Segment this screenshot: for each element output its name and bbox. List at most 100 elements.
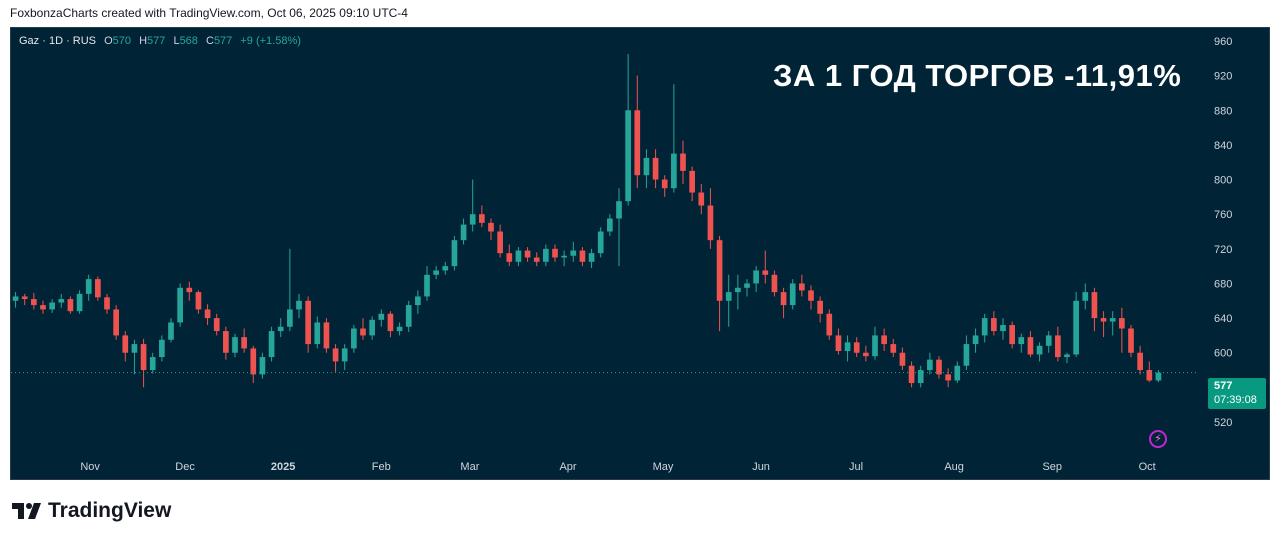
y-tick-label: 760 (1214, 209, 1232, 221)
candle-body (927, 359, 933, 371)
candle-body (1036, 345, 1043, 355)
bar-countdown: 07:39:08 (1214, 394, 1257, 406)
y-tick-label: 640 (1214, 313, 1232, 325)
candle-body (780, 292, 787, 306)
candle-body (497, 231, 503, 254)
candle-body (1137, 352, 1143, 371)
candle-body (661, 179, 668, 189)
x-tick-label: May (653, 461, 674, 473)
candle-body (917, 370, 924, 384)
candle-body (1073, 300, 1079, 355)
candle-body (424, 274, 430, 297)
candle-body (12, 296, 19, 301)
candle-body (341, 348, 348, 362)
y-tick-label: 800 (1214, 175, 1232, 187)
x-tick-label: Mar (460, 461, 479, 473)
candle-body (652, 157, 659, 180)
candle-body (707, 205, 714, 241)
symbol-legend: Gaz · 1D · RUS O570 H577 L568 C577 +9 (+… (19, 35, 301, 47)
candle-body (442, 266, 449, 271)
y-tick-label: 600 (1214, 348, 1232, 360)
candle-body (853, 342, 860, 353)
candle-body (95, 279, 101, 298)
candle-body (488, 222, 494, 232)
candle-body (643, 157, 650, 176)
candle-body (826, 313, 833, 336)
close-label: C (205, 35, 214, 47)
last-price-badge: 577 07:39:08 (1208, 378, 1266, 409)
candle-body (634, 110, 641, 176)
candle-body (744, 283, 750, 288)
candle-body (954, 365, 961, 381)
lightning-icon[interactable]: ⚡ (1149, 430, 1167, 448)
candle-body (351, 328, 357, 349)
x-tick-label: 2025 (271, 461, 295, 473)
tradingview-logo[interactable]: TradingView (12, 499, 171, 523)
brand-name: TradingView (48, 499, 172, 522)
candle-body (552, 248, 558, 258)
candle-body (789, 283, 796, 306)
chart-panel[interactable]: 520 600 640 680 720 760 800 840 880 920 960 Nov Dec 2… (10, 27, 1270, 480)
candle-body (725, 292, 732, 301)
candle-body (1155, 372, 1162, 381)
candle-body (533, 257, 540, 262)
candle-body (762, 270, 769, 275)
candle-body (1109, 318, 1116, 322)
candle-body (277, 326, 284, 332)
candle-body (698, 192, 705, 206)
candle-body (1027, 337, 1034, 355)
symbol-name: Gaz · 1D · RUS (19, 35, 97, 47)
candle-body (936, 359, 942, 375)
x-tick-label: Aug (944, 461, 964, 473)
x-tick-label: Dec (175, 461, 195, 473)
candle-body (771, 274, 778, 293)
candle-body (1082, 292, 1089, 301)
candle-body (991, 318, 997, 332)
candle-body (506, 253, 513, 262)
y-tick-label: 840 (1214, 140, 1232, 152)
candle-body (332, 348, 339, 362)
candle-body (570, 250, 577, 256)
candle-body (76, 293, 83, 312)
candle-body (223, 331, 229, 353)
candle-body (607, 218, 613, 232)
candle-body (140, 344, 147, 371)
candle-body (451, 240, 458, 267)
candle-body (314, 322, 321, 345)
candle-body (1055, 335, 1061, 358)
candle-body (799, 283, 805, 291)
last-price: 577 (1214, 380, 1233, 392)
candle-body (945, 374, 951, 381)
candle-body (671, 153, 677, 189)
candle-body (716, 240, 723, 301)
open-label: O (104, 35, 113, 47)
candle-body (387, 313, 394, 332)
candle-body (369, 319, 375, 336)
candle-body (1000, 325, 1006, 332)
open-value: 570 (112, 35, 131, 47)
candle-body (817, 300, 823, 314)
candle-body (597, 231, 604, 254)
x-tick-label: Jul (849, 461, 863, 473)
candle-body (616, 201, 622, 219)
candle-body (835, 335, 842, 352)
y-tick-label: 960 (1214, 36, 1232, 48)
candle-body (1146, 370, 1153, 381)
candle-body (524, 250, 531, 258)
candle-body (168, 322, 174, 340)
candle-body (113, 309, 119, 336)
y-tick-label: 520 (1214, 417, 1232, 429)
candle-body (259, 357, 266, 375)
headline-text: ЗА 1 ГОД ТОРГОВ -11,91% (773, 58, 1182, 93)
candle-body (680, 153, 686, 171)
candle-body (360, 328, 366, 336)
candle-body (543, 248, 549, 262)
y-tick-label: 680 (1214, 278, 1232, 290)
candle-body (31, 299, 37, 306)
candle-body (241, 337, 247, 349)
candle-body (469, 214, 476, 225)
candle-body (1091, 292, 1098, 319)
candle-body (1018, 337, 1025, 345)
candlestick-chart[interactable]: 520 600 640 680 720 760 800 840 880 920 960 Nov Dec 2… (11, 28, 1270, 480)
candle-body (689, 170, 695, 193)
